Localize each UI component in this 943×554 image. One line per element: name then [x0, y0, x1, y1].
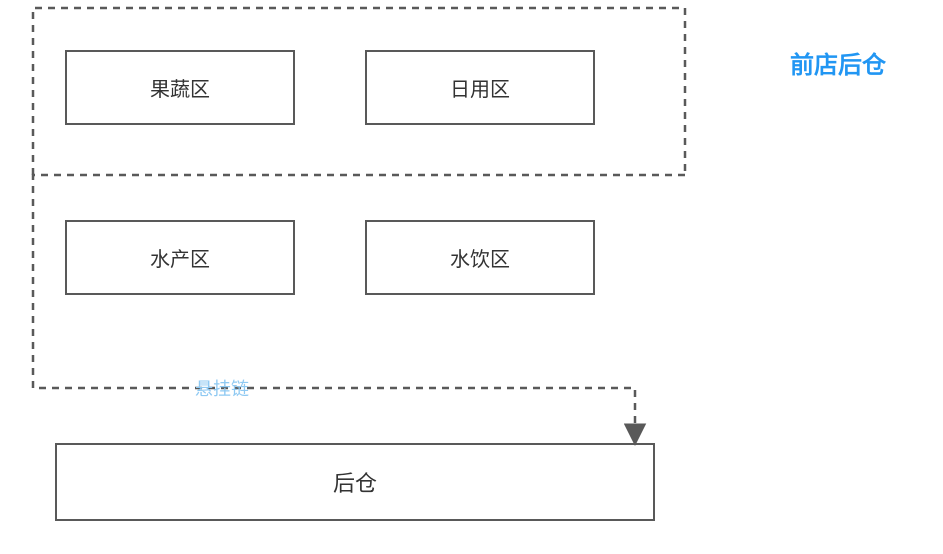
node-label: 水饮区 [450, 243, 510, 272]
node-label: 后仓 [333, 466, 377, 498]
node-back-warehouse: 后仓 [55, 443, 655, 521]
node-label: 水产区 [150, 243, 210, 272]
connector-label-hang-chain: 悬挂链 [195, 375, 249, 401]
node-fruit-veg: 果蔬区 [65, 50, 295, 125]
node-aquatic: 水产区 [65, 220, 295, 295]
node-label: 日用区 [450, 73, 510, 102]
node-label: 果蔬区 [150, 73, 210, 102]
node-daily: 日用区 [365, 50, 595, 125]
node-beverage: 水饮区 [365, 220, 595, 295]
diagram-title: 前店后仓 [790, 45, 886, 80]
